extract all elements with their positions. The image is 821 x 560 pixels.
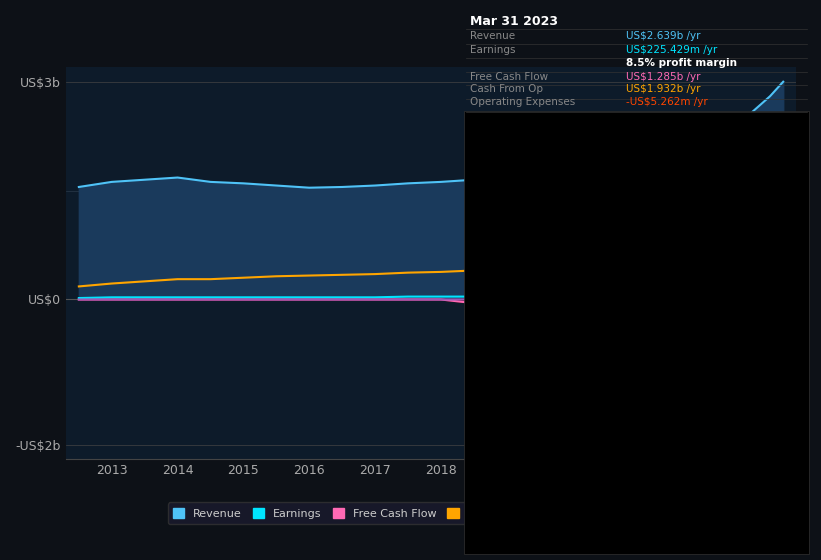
Text: Revenue: Revenue xyxy=(470,31,515,41)
Text: Free Cash Flow: Free Cash Flow xyxy=(470,72,548,82)
Text: Cash From Op: Cash From Op xyxy=(470,85,543,95)
Text: 8.5% profit margin: 8.5% profit margin xyxy=(626,58,736,68)
Text: US$2.639b /yr: US$2.639b /yr xyxy=(626,31,700,41)
Text: US$1.932b /yr: US$1.932b /yr xyxy=(626,85,700,95)
Text: Earnings: Earnings xyxy=(470,45,515,55)
Text: US$1.285b /yr: US$1.285b /yr xyxy=(626,72,700,82)
Text: US$225.429m /yr: US$225.429m /yr xyxy=(626,45,717,55)
Text: Operating Expenses: Operating Expenses xyxy=(470,97,575,108)
Text: Mar 31 2023: Mar 31 2023 xyxy=(470,15,557,28)
Text: -US$5.262m /yr: -US$5.262m /yr xyxy=(626,97,708,108)
Legend: Revenue, Earnings, Free Cash Flow, Cash From Op, Operating Expenses: Revenue, Earnings, Free Cash Flow, Cash … xyxy=(167,502,695,524)
